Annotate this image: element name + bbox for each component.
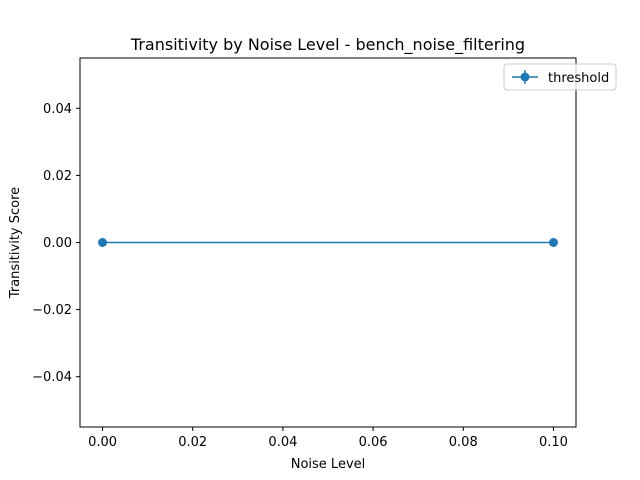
series-layer (98, 238, 558, 247)
x-axis-label: Noise Level (291, 457, 366, 472)
y-tick-label: 0.04 (43, 102, 72, 117)
y-tick-label: 0.00 (43, 236, 72, 251)
legend-series-handle (512, 70, 538, 84)
x-tick-label: 0.00 (88, 435, 117, 450)
x-tick-label: 0.04 (268, 435, 297, 450)
y-axis-label: Transitivity Score (8, 187, 23, 299)
x-axis-ticks: 0.00 0.02 0.04 0.06 0.08 0.10 (88, 427, 568, 450)
y-tick-label: −0.02 (32, 303, 72, 318)
y-tick-label: 0.02 (43, 169, 72, 184)
x-tick-label: 0.08 (449, 435, 478, 450)
legend-box (503, 63, 617, 91)
y-axis-ticks: −0.04 −0.02 0.00 0.02 0.04 (32, 102, 80, 385)
x-tick-label: 0.06 (359, 435, 388, 450)
x-tick-label: 0.10 (539, 435, 568, 450)
x-tick-label: 0.02 (178, 435, 207, 450)
legend-marker (520, 72, 530, 82)
legend-series-label: threshold (548, 71, 609, 86)
legend: threshold (503, 63, 617, 91)
data-point (548, 238, 558, 247)
plot-frame (79, 57, 577, 428)
data-point (98, 238, 108, 247)
y-tick-label: −0.04 (32, 370, 72, 385)
chart-title: Transitivity by Noise Level - bench_nois… (130, 35, 525, 55)
